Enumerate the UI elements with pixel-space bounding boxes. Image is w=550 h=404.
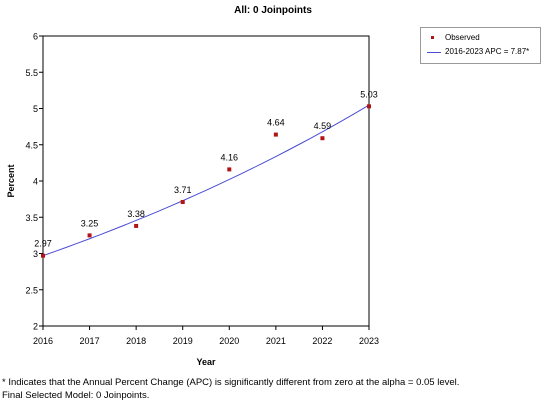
fit-series <box>42 104 370 257</box>
x-axis-title: Year <box>196 357 216 367</box>
y-axis-title: Percent <box>6 164 16 197</box>
y-tick-label: 5.5 <box>25 68 38 78</box>
data-label: 4.64 <box>267 118 285 128</box>
legend-observed-marker <box>431 36 434 39</box>
y-tick-label: 3.5 <box>25 213 38 223</box>
x-axis: 2016 2017 2018 2019 2020 2021 2022 2023 <box>33 326 379 346</box>
data-point <box>367 104 371 109</box>
legend-fit-label: 2016-2023 APC = 7.87* <box>445 47 530 56</box>
y-axis: 2 2.5 3 3.5 4 4.5 5 5.5 6 <box>25 32 43 332</box>
data-point <box>227 167 232 172</box>
y-tick-label: 5 <box>33 104 38 114</box>
legend-fit-line <box>427 52 441 53</box>
data-point <box>273 132 278 137</box>
data-point <box>180 200 185 205</box>
data-label: 5.03 <box>360 89 378 99</box>
x-tick-label: 2018 <box>126 336 146 346</box>
y-tick-label: 2.5 <box>25 285 38 295</box>
chart-title: All: 0 Joinpoints <box>234 5 312 16</box>
fit-line <box>42 104 370 257</box>
legend-item-observed: Observed <box>421 31 540 45</box>
data-point <box>41 253 45 258</box>
x-tick-label: 2020 <box>219 336 239 346</box>
x-tick-label: 2023 <box>359 336 379 346</box>
y-tick-label: 3 <box>33 249 38 259</box>
data-label: 4.16 <box>221 152 239 162</box>
data-label: 3.71 <box>174 185 192 195</box>
legend: Observed 2016-2023 APC = 7.87* <box>420 27 541 64</box>
y-tick-label: 2 <box>33 322 38 332</box>
x-tick-label: 2021 <box>266 336 286 346</box>
x-tick-label: 2016 <box>33 336 53 346</box>
data-label: 3.25 <box>81 218 99 228</box>
y-tick-label: 4.5 <box>25 140 38 150</box>
legend-observed-label: Observed <box>445 33 480 42</box>
footnote-apc: * Indicates that the Annual Percent Chan… <box>2 377 460 388</box>
data-label: 3.38 <box>127 209 145 219</box>
data-point <box>87 233 92 238</box>
data-point <box>134 223 139 228</box>
y-tick-label: 6 <box>33 32 38 42</box>
footnote-model: Final Selected Model: 0 Joinpoints. <box>2 390 150 401</box>
plot-area <box>42 35 370 327</box>
y-tick-label: 4 <box>33 177 38 187</box>
observed-series: 2.97 3.25 3.38 3.71 4.16 4.64 4.59 5.03 <box>34 89 378 258</box>
x-tick-label: 2022 <box>312 336 332 346</box>
data-label: 4.59 <box>314 121 332 131</box>
data-label: 2.97 <box>34 239 52 249</box>
data-point <box>320 136 325 141</box>
x-tick-label: 2019 <box>173 336 193 346</box>
legend-item-fit: 2016-2023 APC = 7.87* <box>421 45 540 59</box>
x-tick-label: 2017 <box>80 336 100 346</box>
